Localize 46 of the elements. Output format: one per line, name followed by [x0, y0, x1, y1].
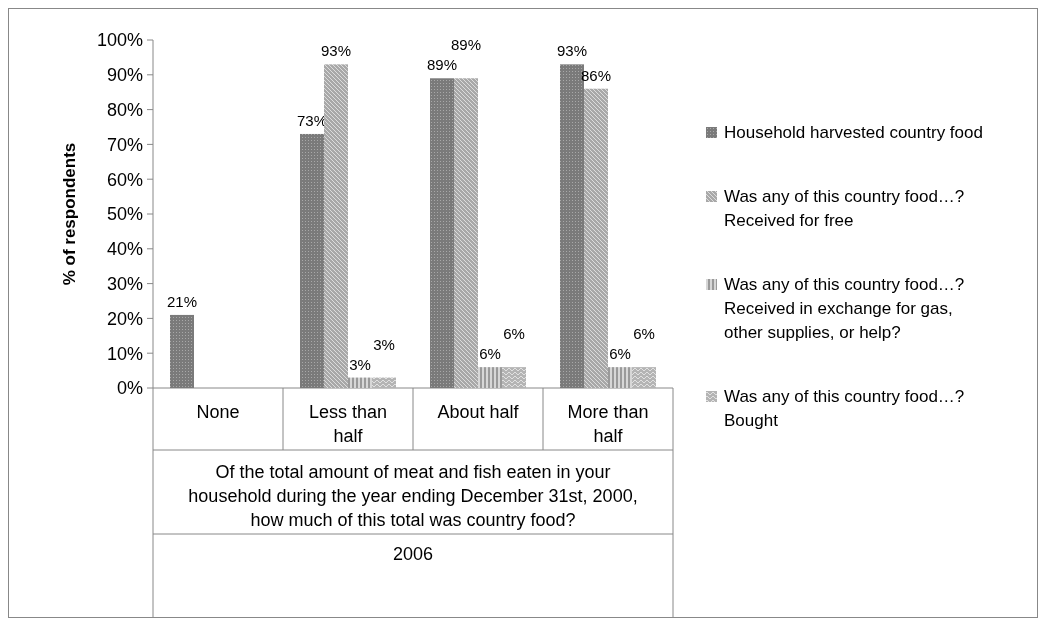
data-label: 6% — [479, 345, 501, 363]
y-tick-label: 60% — [106, 169, 143, 190]
bar — [478, 367, 502, 388]
x-axis-title: Of the total amount of meat and fish eaten in your household during the year ending December 31st, 2000, how much of this total was country food? — [188, 462, 638, 530]
bar — [632, 367, 656, 388]
y-axis-title: % of respondents — [60, 142, 79, 286]
data-label: 93% — [556, 42, 588, 60]
y-tick-label: 40% — [106, 239, 143, 260]
bar — [454, 78, 478, 388]
data-label: 3% — [349, 355, 371, 373]
y-tick-label: 30% — [106, 273, 143, 294]
bar — [584, 88, 608, 388]
legend-label: Household harvested country food — [724, 123, 983, 142]
y-tick-label: 100% — [96, 30, 143, 51]
x-tick-label: Less than half — [308, 402, 388, 446]
data-label: 21% — [166, 292, 198, 310]
bar — [502, 367, 526, 388]
legend-label: Was any of this country food…? Received for free — [724, 187, 965, 230]
x-tick-label: None — [196, 402, 240, 422]
data-label: 89% — [426, 56, 458, 74]
y-tick-label: 80% — [106, 99, 143, 120]
data-label: 93% — [320, 42, 352, 60]
bar — [170, 314, 194, 388]
y-tick-label: 50% — [106, 204, 143, 225]
text: 2006 — [392, 544, 434, 564]
bar — [430, 78, 454, 388]
data-label: 6% — [609, 345, 631, 363]
data-label: 86% — [580, 66, 612, 84]
data-label: 6% — [633, 325, 655, 343]
y-tick-label: 70% — [106, 134, 143, 155]
bar — [372, 377, 396, 388]
y-tick-label: 0% — [116, 378, 143, 399]
bar — [608, 367, 632, 388]
y-tick-label: 10% — [106, 343, 143, 364]
data-label: 3% — [373, 335, 395, 353]
bar — [324, 64, 348, 388]
x-tick-label: More than half — [567, 402, 649, 446]
y-tick-label: 20% — [106, 308, 143, 329]
bar — [348, 377, 372, 388]
y-tick-label: 90% — [106, 65, 143, 86]
legend-label: Was any of this country food…? Bought — [724, 387, 965, 430]
legend-label: Was any of this country food…? Received in exchange for gas, other supplies, or help? — [724, 275, 965, 342]
x-tick-label: About half — [437, 402, 520, 422]
bar — [300, 133, 324, 388]
data-label: 89% — [450, 36, 482, 54]
data-label: 6% — [503, 325, 525, 343]
